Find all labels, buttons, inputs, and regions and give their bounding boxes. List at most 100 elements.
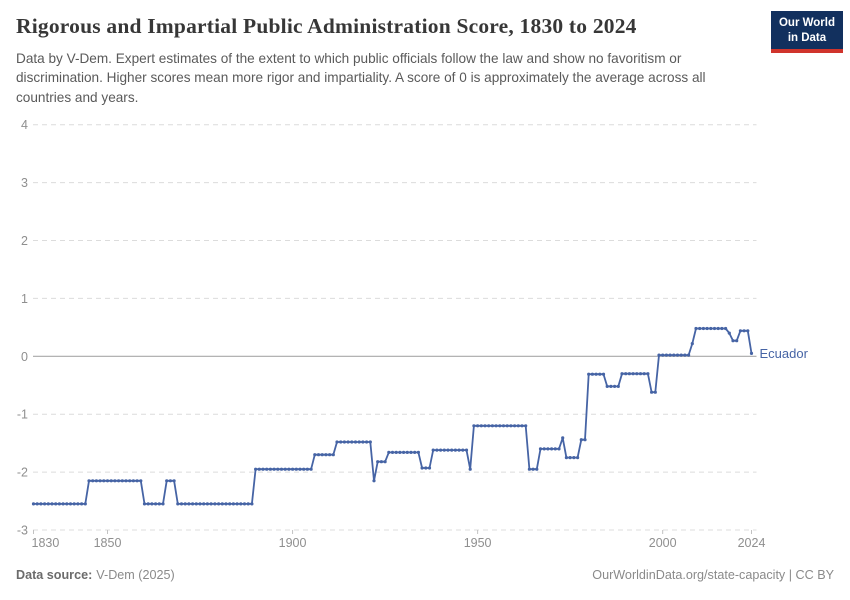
data-point [413, 450, 417, 454]
data-point [113, 479, 117, 483]
data-point [57, 502, 62, 506]
data-point [738, 329, 743, 333]
data-point [579, 438, 583, 442]
data-point [420, 466, 424, 470]
data-point [624, 372, 628, 376]
data-point [550, 447, 554, 451]
data-point [590, 372, 595, 376]
data-point [487, 424, 491, 428]
data-point [379, 460, 383, 464]
data-point [102, 479, 106, 483]
data-point [383, 460, 387, 464]
data-point [353, 440, 358, 444]
entity-label[interactable]: Ecuador [760, 346, 809, 361]
data-point [187, 502, 191, 506]
data-point [646, 372, 650, 376]
x-tick-label: 2000 [649, 536, 677, 550]
data-point [576, 456, 580, 460]
data-point [657, 353, 661, 357]
data-point [361, 440, 365, 444]
data-point [35, 502, 39, 506]
data-point [650, 390, 654, 394]
data-point [735, 339, 739, 343]
data-point [457, 448, 461, 452]
series-ecuador[interactable]: Ecuador [31, 326, 809, 506]
data-point [642, 372, 646, 376]
data-point [635, 372, 639, 376]
data-point [531, 467, 535, 471]
data-point [501, 424, 506, 428]
x-tick-label: 1830 [32, 536, 60, 550]
data-point [587, 372, 591, 376]
data-point [694, 326, 698, 331]
data-point [213, 502, 217, 506]
data-point [509, 424, 513, 428]
data-point [220, 502, 224, 506]
data-point [701, 326, 706, 331]
data-point [561, 436, 565, 440]
y-tick-label: -3 [17, 524, 28, 538]
y-tick-label: 0 [21, 350, 28, 364]
data-point [609, 384, 613, 388]
y-tick-label: 1 [21, 292, 28, 306]
data-point [668, 353, 672, 357]
y-tick-label: 4 [21, 118, 28, 132]
data-point [320, 453, 324, 457]
data-point [712, 326, 717, 331]
data-point [535, 467, 539, 471]
data-point [161, 502, 165, 506]
data-point [128, 479, 132, 483]
data-point [598, 372, 602, 376]
data-point [257, 467, 261, 471]
data-point [527, 467, 532, 471]
data-point [524, 424, 528, 428]
data-point [601, 372, 606, 376]
data-point [76, 502, 80, 506]
data-point [350, 440, 354, 444]
data-point [316, 453, 321, 457]
data-point [276, 467, 280, 471]
data-point [202, 502, 206, 506]
data-point [664, 353, 669, 357]
data-point [139, 479, 143, 483]
x-tick-label: 2024 [738, 536, 766, 550]
data-point [183, 502, 187, 506]
data-point [746, 329, 750, 333]
footer-license-link[interactable]: OurWorldinData.org/state-capacity | CC B… [592, 568, 834, 582]
data-point [239, 502, 243, 506]
data-point [176, 502, 180, 506]
data-point [627, 372, 632, 376]
data-point [80, 502, 84, 506]
data-point [427, 466, 432, 470]
data-point [294, 467, 298, 471]
data-point [605, 384, 609, 388]
data-point [165, 479, 169, 483]
data-point [572, 456, 576, 460]
data-point [287, 467, 291, 471]
data-point [105, 479, 110, 483]
data-point [675, 353, 680, 357]
data-point [631, 372, 635, 376]
data-point [191, 502, 195, 506]
data-point [328, 453, 332, 457]
data-point [594, 372, 598, 376]
series-line [32, 327, 753, 505]
data-point [87, 479, 91, 483]
data-point [309, 467, 313, 471]
data-point [476, 424, 480, 428]
data-point [387, 450, 391, 454]
data-point [43, 502, 47, 506]
data-point [498, 424, 502, 428]
data-point [661, 353, 665, 357]
y-gridlines [33, 124, 757, 531]
owid-logo-line2: in Data [787, 31, 827, 44]
data-point [453, 448, 457, 452]
data-point [250, 502, 254, 506]
data-point [313, 453, 317, 457]
data-point [698, 326, 702, 331]
data-point [91, 479, 95, 483]
data-point [564, 456, 569, 460]
data-point [742, 329, 746, 333]
